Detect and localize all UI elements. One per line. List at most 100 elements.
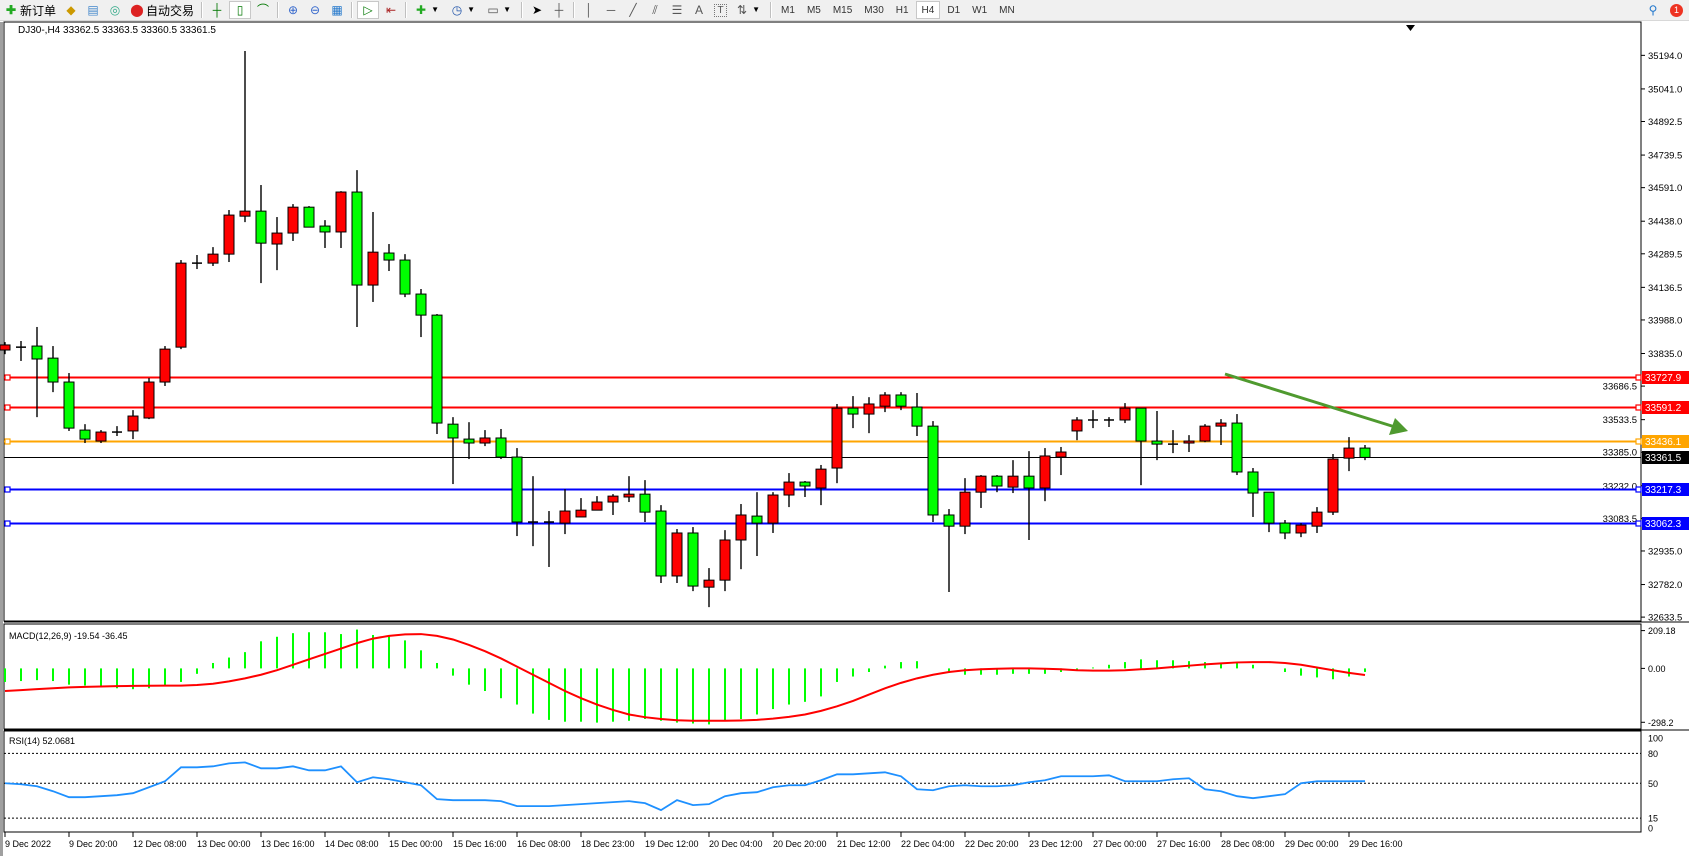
separator bbox=[351, 2, 354, 18]
candle-body bbox=[159, 348, 171, 383]
text-icon: A bbox=[695, 3, 704, 17]
candle bbox=[1104, 417, 1114, 428]
candle bbox=[607, 494, 619, 515]
candle-body bbox=[1183, 440, 1195, 444]
zoom-out-button[interactable]: ⊖ bbox=[305, 1, 325, 19]
candle bbox=[1359, 444, 1371, 461]
line-handle-icon bbox=[4, 520, 11, 527]
fibo-channel-button[interactable]: ⫽ bbox=[645, 1, 665, 19]
candle bbox=[431, 314, 443, 435]
candle-body bbox=[575, 509, 587, 518]
separator bbox=[405, 2, 408, 18]
rsi-tick-label: 15 bbox=[1648, 814, 1658, 824]
timeframe-m5[interactable]: M5 bbox=[806, 4, 821, 16]
text-label-button[interactable]: T bbox=[711, 1, 730, 19]
candle-body bbox=[1055, 451, 1067, 458]
signals-button[interactable]: ◎ bbox=[105, 1, 125, 19]
time-tick-label: 23 Dec 12:00 bbox=[1029, 839, 1083, 849]
candle-body bbox=[1359, 447, 1371, 458]
bar-chart-icon: ┼ bbox=[212, 3, 222, 17]
arrows-button[interactable]: ⇅ ▼ bbox=[732, 1, 766, 19]
candle bbox=[335, 191, 347, 248]
auto-trading-button[interactable]: ⬤ 自动交易 bbox=[127, 1, 197, 19]
candle-body bbox=[239, 210, 251, 217]
cursor-button[interactable]: ➤ bbox=[527, 1, 547, 19]
time-tick-label: 15 Dec 00:00 bbox=[389, 839, 443, 849]
candle bbox=[0, 342, 11, 355]
candle-body bbox=[415, 293, 427, 316]
rsi-tick-label: 100 bbox=[1648, 734, 1663, 744]
periods-button[interactable]: ◷ ▼ bbox=[447, 1, 481, 19]
candle-body bbox=[1343, 447, 1355, 459]
trend-arrow-head-icon bbox=[1389, 418, 1408, 435]
vertical-line-button[interactable]: │ bbox=[579, 1, 599, 19]
candle bbox=[239, 50, 251, 223]
rsi-label: RSI(14) 52.0681 bbox=[9, 736, 75, 746]
history-center-button[interactable]: ▤ bbox=[83, 1, 103, 19]
timeframe-m1[interactable]: M1 bbox=[781, 4, 795, 16]
bid-label-bg bbox=[1642, 451, 1689, 464]
text-button[interactable]: A bbox=[689, 1, 709, 19]
candlestick-button[interactable]: ▯ bbox=[229, 1, 252, 19]
experts-button[interactable]: ◆ bbox=[61, 1, 81, 19]
candle bbox=[143, 378, 155, 420]
candle-body bbox=[863, 403, 875, 415]
chart-frame bbox=[0, 21, 1689, 856]
candle-body bbox=[447, 423, 459, 439]
candle-body bbox=[511, 456, 523, 523]
candle-body bbox=[287, 206, 299, 234]
candle-body bbox=[463, 438, 475, 444]
tile-windows-button[interactable]: ▦ bbox=[327, 1, 347, 19]
timeframe-w1[interactable]: W1 bbox=[972, 4, 988, 16]
auto-scroll-button[interactable]: ▷ bbox=[357, 1, 380, 19]
line-handle-icon bbox=[1635, 404, 1642, 411]
line-handle-icon bbox=[4, 486, 11, 493]
new-order-button[interactable]: ✚ 新订单 bbox=[1, 1, 59, 19]
chart-shift-button[interactable]: ⇤ bbox=[381, 1, 401, 19]
price-line-label-bg bbox=[1642, 435, 1689, 448]
candle bbox=[16, 341, 26, 361]
timeframe-m15[interactable]: M15 bbox=[832, 4, 853, 16]
timeframe-m30[interactable]: M30 bbox=[864, 4, 884, 16]
time-tick-label: 15 Dec 16:00 bbox=[453, 839, 507, 849]
timeframe-h1[interactable]: H1 bbox=[895, 4, 909, 16]
history-center-icon: ▤ bbox=[87, 3, 99, 17]
notification-badge[interactable]: 1 bbox=[1670, 3, 1683, 17]
candle bbox=[127, 410, 139, 440]
search-icon[interactable]: ⚲ bbox=[1648, 3, 1658, 17]
trendline-button[interactable]: ╱ bbox=[623, 1, 643, 19]
price-tick-label: 34591.0 bbox=[1648, 183, 1682, 194]
candle-body bbox=[815, 468, 827, 489]
bar-chart-button[interactable]: ┼ bbox=[207, 1, 227, 19]
candle bbox=[479, 430, 491, 447]
crosshair-button[interactable]: ┼ bbox=[549, 1, 569, 19]
time-tick-label: 27 Dec 00:00 bbox=[1093, 839, 1147, 849]
candle-body bbox=[383, 252, 395, 261]
candle-body bbox=[79, 429, 91, 440]
candle bbox=[287, 204, 299, 241]
line-chart-button[interactable]: ⌒ bbox=[253, 1, 273, 19]
price-panel: 35194.0 35041.0 34892.5 34739.5 34591.0 34438… bbox=[0, 51, 1689, 624]
zoom-in-button[interactable]: ⊕ bbox=[283, 1, 303, 19]
time-tick-label: 13 Dec 16:00 bbox=[261, 839, 315, 849]
price-line-label-bg bbox=[1642, 483, 1689, 496]
price-tick-label: 34136.5 bbox=[1648, 283, 1682, 294]
fibo-retracement-button[interactable]: ☰ bbox=[667, 1, 687, 19]
horizontal-line-button[interactable]: ─ bbox=[601, 1, 621, 19]
candle-body bbox=[175, 262, 187, 348]
timeframe-mn[interactable]: MN bbox=[999, 4, 1015, 16]
templates-button[interactable]: ▭ ▼ bbox=[483, 1, 517, 19]
candle-body bbox=[223, 214, 235, 255]
timeframe-d1[interactable]: D1 bbox=[947, 4, 961, 16]
candle bbox=[1007, 460, 1019, 494]
time-axis: 9 Dec 2022 9 Dec 20:00 12 Dec 08:00 13 Dec … bbox=[4, 832, 1403, 849]
timeframe-h4[interactable]: H4 bbox=[915, 1, 941, 19]
separator bbox=[573, 2, 576, 18]
indicators-button[interactable]: ✚ ▼ bbox=[411, 1, 445, 19]
auto-scroll-icon: ▷ bbox=[363, 3, 373, 17]
price-line-label: 33062.3 bbox=[1645, 519, 1682, 530]
candle bbox=[1215, 419, 1227, 445]
price-tick-label: 32935.0 bbox=[1648, 546, 1682, 557]
candle bbox=[463, 422, 475, 460]
